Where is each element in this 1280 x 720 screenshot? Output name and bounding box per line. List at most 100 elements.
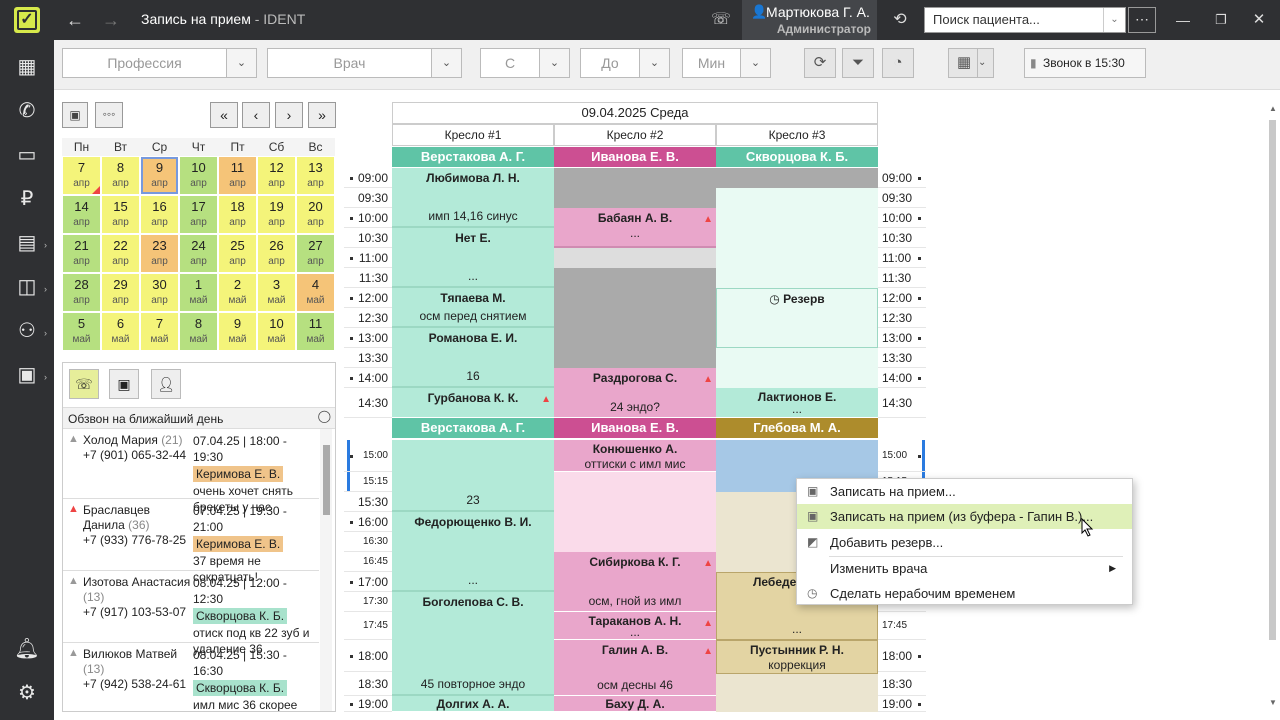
calendar-day[interactable]: 4 май [296,273,335,312]
doctor-header-6[interactable]: Глебова М. А. [716,418,878,438]
chevron-down-icon[interactable]: ⌄ [639,49,669,77]
schedule-grid-icon[interactable]: ▦ [17,56,37,78]
calendar-day[interactable]: 9 май [218,312,257,351]
calendar-day[interactable]: 19 апр [257,195,296,234]
call-reminder-button[interactable]: ▮ Звонок в 15:30 [1024,48,1146,78]
patient-search-input[interactable]: Поиск пациента... ⌄ [924,7,1126,33]
history-icon[interactable]: ⟲ [893,11,907,28]
calendar-day[interactable]: 28 апр [62,273,101,312]
minimize-icon[interactable]: — [1176,12,1190,28]
calendar-day[interactable]: 8 апр [101,156,140,195]
calendar-day[interactable]: 23 апр [140,234,179,273]
call-list-item[interactable]: ▲ Браславцев Данила (36) +7 (933) 776-78-2… [63,499,319,584]
appointment[interactable]: Сибиркова К. Г. осм, гной из имл ▲ [554,552,716,612]
doctor-select[interactable]: Врач ⌄ [267,48,462,78]
app-logo-icon[interactable]: ✓ [14,7,40,33]
prev-month-icon[interactable]: « [210,102,238,128]
calendar-day[interactable]: 26 апр [257,234,296,273]
doctor-header-4[interactable]: Верстакова А. Г. [392,418,554,438]
calendar-day[interactable]: 11 май [296,312,335,351]
appointment[interactable]: Романова Е. И. 16 [392,328,554,388]
back-arrow-icon[interactable]: ← [66,10,84,30]
warehouse-icon[interactable]: ▤ [17,232,37,254]
menu-item-book-from-buffer[interactable]: ▣ Записать на прием (из буфера - Гапин В.… [797,504,1132,529]
duration-select[interactable]: Мин ⌄ [682,48,771,78]
appointment[interactable]: Долгих А. А. [392,696,554,712]
reserve-block[interactable]: ◷ Резерв [716,288,878,348]
chevron-down-icon[interactable]: ⌄ [431,49,461,77]
ruble-icon[interactable]: ₽ [20,188,34,210]
chevron-down-icon[interactable]: ⌄ [226,49,256,77]
calendar-day[interactable]: 14 апр [62,195,101,234]
chevron-down-icon[interactable]: ⌄ [1103,8,1125,32]
reports-icon[interactable]: ◫ [17,276,37,298]
appointment[interactable]: Гурбанова К. К. ▲ [392,388,554,418]
appointment[interactable]: 23 [392,440,554,512]
scroll-down-icon[interactable]: ▼ [1269,698,1277,707]
calendar-day[interactable]: 5 май [62,312,101,351]
appointment[interactable]: Любимова Л. Н. имп 14,16 синус [392,168,554,228]
calls-scrollbar[interactable] [320,429,332,711]
maximize-icon[interactable]: ❐ [1215,12,1227,27]
next-month-icon[interactable]: » [308,102,336,128]
calendar-day[interactable]: 13 апр [296,156,335,195]
calendar-day[interactable]: 16 апр [140,195,179,234]
schedule-scrollbar[interactable]: ▲ ▼ [1266,100,1280,712]
appointment[interactable]: Лактионов Е.... [716,388,878,418]
calendar-day[interactable]: 15 апр [101,195,140,234]
calendar-day[interactable]: 27 апр [296,234,335,273]
calendar-day[interactable]: 29 апр [101,273,140,312]
calendar-day[interactable]: 2 май [218,273,257,312]
doctor-header-2[interactable]: Иванова Е. В. [554,147,716,167]
clear-filter-icon[interactable]: ⏷ [842,48,874,78]
appointment[interactable]: Конюшенко А. оттиски с имл мис [554,440,716,472]
user-settings-icon[interactable]: 👤︎ [151,369,181,399]
appointment[interactable]: Боголепова С. В. 45 повторное эндо [392,592,554,696]
menu-item-change-doctor[interactable]: Изменить врача ▶ [797,556,1132,581]
appointment[interactable]: Бабаян А. В.... ▲ [554,208,716,248]
calendar-day[interactable]: 6 май [101,312,140,351]
menu-item-book[interactable]: ▣ Записать на прием... [797,479,1132,504]
gear-icon[interactable]: ⚙ [18,682,36,704]
calls-tab-icon[interactable]: ☏ [69,369,99,399]
chevron-down-icon[interactable]: ⌄ [539,49,569,77]
menu-item-non-working[interactable]: ◷ Сделать нерабочим временем [797,581,1132,606]
appointment[interactable]: Пустынник Р. Н. коррекция [716,640,878,674]
time-to-select[interactable]: До ⌄ [580,48,670,78]
call-list-item[interactable]: ▲ Изотова Анастасия (13) +7 (917) 103-53-0… [63,571,319,656]
calls-icon[interactable]: ✆ [18,100,36,122]
forward-arrow-icon[interactable]: → [102,10,120,30]
appointment[interactable]: Баху Д. А. [554,696,716,712]
calendar-day[interactable]: 10 апр [179,156,218,195]
profession-select[interactable]: Профессия ⌄ [62,48,257,78]
calendar-day[interactable]: 3 май [257,273,296,312]
calendar-day[interactable]: 1 май [179,273,218,312]
menu-item-add-reserve[interactable]: ◩ Добавить резерв... [797,530,1132,555]
call-list-item[interactable]: ▲ Вилюков Матвей (13) +7 (942) 538-24-61 08… [63,643,319,711]
calendar-day[interactable]: 20 апр [296,195,335,234]
people-icon[interactable]: ⚇ [18,320,36,342]
documents-icon[interactable]: ▣ [17,364,37,386]
calendar-day[interactable]: 12 апр [257,156,296,195]
doctor-header-3[interactable]: Скворцова К. Б. [716,147,878,167]
calendar-day[interactable]: 22 апр [101,234,140,273]
calendar-day[interactable]: 21 апр [62,234,101,273]
more-menu-icon[interactable]: ⋯ [1128,7,1156,33]
calendar-day[interactable]: 7 апр [62,156,101,195]
calendar-day[interactable]: 9 апр [140,156,179,195]
chat-bubble-icon[interactable]: ◯ [317,409,331,423]
chat-icon[interactable]: ▭ [17,144,37,166]
calendar-day[interactable]: 25 апр [218,234,257,273]
calendar-day[interactable]: 17 апр [179,195,218,234]
user-panel[interactable]: 👤 Мартюкова Г. А. Администратор [742,0,877,40]
appointment[interactable]: Галин А. В. осм десны 46 ▲ [554,640,716,696]
doctor-header-1[interactable]: Верстакова А. Г. [392,147,554,167]
prev-week-icon[interactable]: ‹ [242,102,270,128]
doctor-header-5[interactable]: Иванова Е. В. [554,418,716,438]
calendar-day[interactable]: 18 апр [218,195,257,234]
refresh-icon[interactable]: ⟳ [804,48,836,78]
calendar-day[interactable]: 24 апр [179,234,218,273]
more-dots-icon[interactable]: ◦◦◦ [95,102,123,128]
call-list-item[interactable]: ▲ Холод Мария (21) +7 (901) 065-32-44 07.04… [63,429,319,514]
calendar-day[interactable]: 10 май [257,312,296,351]
